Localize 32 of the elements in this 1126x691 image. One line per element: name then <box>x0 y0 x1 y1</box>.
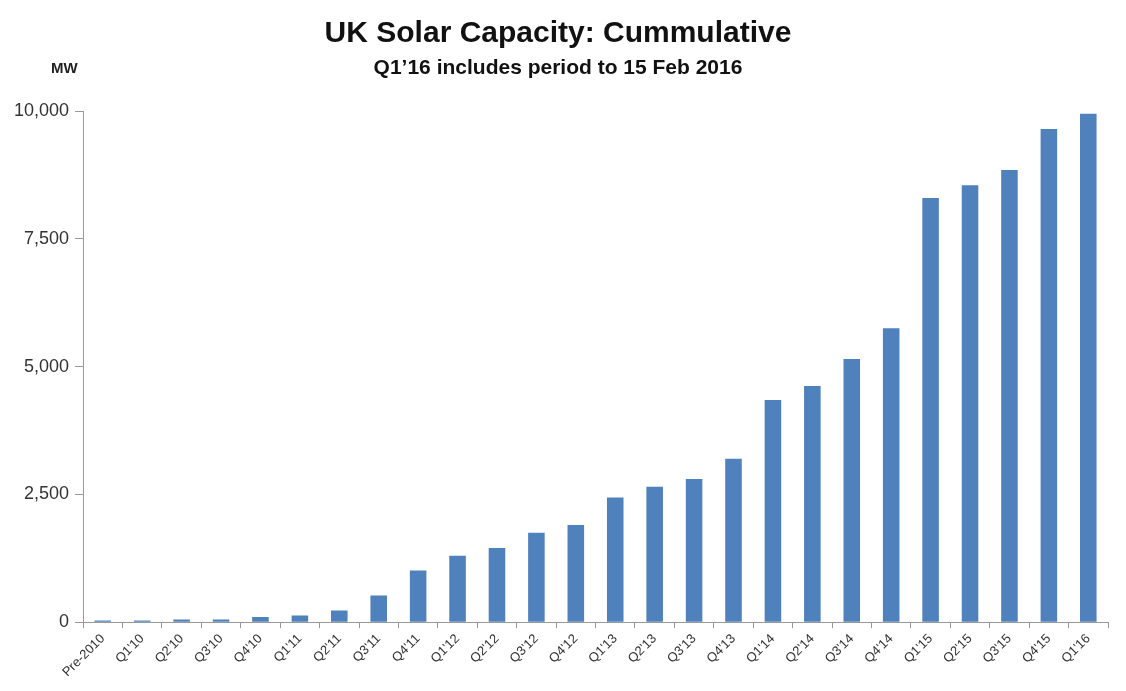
bar <box>843 359 861 622</box>
bar <box>291 615 309 622</box>
bar <box>212 619 230 622</box>
bar <box>961 185 979 622</box>
bar <box>1040 129 1058 622</box>
bar <box>409 570 427 622</box>
bar <box>725 458 742 622</box>
bar <box>606 497 624 622</box>
y-tick-label: 5,000 <box>24 355 70 376</box>
y-tick-label: 2,500 <box>24 483 70 504</box>
bar <box>331 610 348 622</box>
bar <box>567 525 585 622</box>
bar <box>764 399 782 622</box>
bar <box>252 617 269 622</box>
bar <box>1001 169 1018 622</box>
bar <box>685 479 703 622</box>
y-tick-label: 0 <box>59 611 70 632</box>
chart-subtitle: Q1’16 includes period to 15 Feb 2016 <box>373 55 743 79</box>
bar <box>370 595 387 622</box>
bar <box>1080 113 1097 622</box>
y-tick-label: 7,500 <box>24 227 70 248</box>
bar <box>646 486 663 622</box>
bar <box>449 555 466 622</box>
y-axis-title: MW <box>50 59 79 77</box>
bar <box>488 548 506 622</box>
bar <box>922 198 939 622</box>
bar <box>804 386 821 622</box>
chart-title: UK Solar Capacity: Cummulative <box>324 15 792 49</box>
bar <box>882 328 900 622</box>
y-tick-label: 10,000 <box>13 100 70 121</box>
bar <box>528 532 545 622</box>
bar <box>173 619 190 622</box>
